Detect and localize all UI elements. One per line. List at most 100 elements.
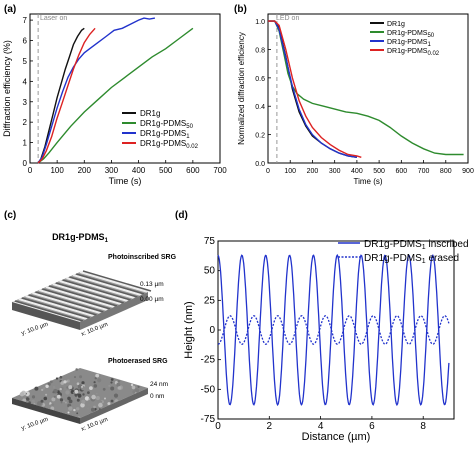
texture-speck <box>45 384 49 388</box>
series-line <box>217 253 450 407</box>
inscribed-scale-bottom: 0.00 µm <box>140 296 164 303</box>
y-tick-label: 0.2 <box>255 133 265 140</box>
texture-speck <box>87 403 91 407</box>
erased-scale-bottom: 0 nm <box>150 393 164 400</box>
texture-speck <box>95 373 100 378</box>
ridge-crest <box>79 270 149 294</box>
texture-speck <box>60 381 65 385</box>
erased-texture <box>19 368 140 419</box>
texture-speck <box>65 390 70 395</box>
legend-label: DR1g-PDMS50 <box>140 119 194 130</box>
erased-label: Photoerased SRG <box>108 358 168 365</box>
erased-surface-base <box>12 368 148 418</box>
texture-speck <box>91 394 96 400</box>
ridge-crest <box>52 282 122 306</box>
texture-speck <box>51 403 55 406</box>
inscribed-ridges <box>11 270 152 324</box>
ridge-valley <box>48 285 118 307</box>
texture-speck <box>76 382 80 386</box>
ridge-crest <box>18 297 88 321</box>
texture-speck <box>35 397 38 400</box>
legend-label: DR1g-PDMS1 inscribed <box>364 239 469 251</box>
erased-side-left <box>12 398 80 424</box>
y-tick-label: 0 <box>209 325 215 336</box>
texture-speck <box>97 400 101 404</box>
x-tick-label: 100 <box>284 168 296 175</box>
y-tick-label: 25 <box>204 295 216 306</box>
ridge-crest <box>25 294 94 318</box>
x-tick-label: 0 <box>28 166 33 175</box>
y-tick-label: 75 <box>204 236 216 247</box>
ridge-crest <box>72 273 142 297</box>
x-tick-label: 800 <box>440 168 452 175</box>
x-tick-label: 8 <box>420 421 426 432</box>
panel-a-letter: (a) <box>4 4 16 15</box>
texture-speck <box>97 378 102 383</box>
ridge-valley <box>82 270 152 292</box>
y-tick-label: -25 <box>201 355 216 366</box>
texture-speck <box>31 399 35 404</box>
texture-speck <box>132 390 136 394</box>
texture-speck <box>76 407 80 411</box>
texture-speck <box>45 393 48 396</box>
texture-speck <box>90 407 95 412</box>
series-line <box>268 20 358 158</box>
texture-speck <box>51 397 56 402</box>
texture-speck <box>108 385 111 387</box>
texture-speck <box>66 380 69 383</box>
legend-label: DR1g-PDMS1 erased <box>364 253 459 265</box>
legend-label: DR1g-PDMS1 <box>140 129 190 140</box>
y-tick-label: 0.4 <box>255 104 265 111</box>
y-tick-label: 3 <box>23 98 28 107</box>
texture-speck <box>33 402 36 405</box>
ridge-valley <box>75 273 145 295</box>
texture-speck <box>52 391 55 394</box>
texture-speck <box>87 398 90 401</box>
ridge-crest <box>38 288 108 312</box>
texture-speck <box>76 412 79 415</box>
texture-speck <box>53 395 56 398</box>
ridge-valley <box>35 291 104 313</box>
inscribed-side-right <box>80 292 148 330</box>
panel-c-afm: DR1g-PDMS1 Photoinscribed SRG 0.13 µm 0.… <box>11 232 177 433</box>
ridge-crest <box>32 291 101 315</box>
x-tick-label: 100 <box>50 166 64 175</box>
series-line <box>217 315 450 345</box>
x-tick-label: 300 <box>105 166 119 175</box>
panel-d-letter: (d) <box>175 210 188 221</box>
panel-d-chart: 0 2 4 6 8 -75 -50 -25 0 25 50 75 Distance (µm) Height… <box>183 236 469 443</box>
legend-label: DR1g <box>140 109 160 118</box>
erased-scale-top: 24 nm <box>150 381 168 388</box>
panel-a-chart: Laser on 0 100 200 300 400 500 600 700 0 1 2 3 4 5 6 7 T… <box>2 13 227 186</box>
texture-speck <box>40 399 44 403</box>
x-tick-label: 200 <box>307 168 319 175</box>
texture-speck <box>113 393 119 398</box>
x-tick-label: 2 <box>267 421 273 432</box>
texture-speck <box>43 396 48 401</box>
x-tick-label: 400 <box>132 166 146 175</box>
x-tick-label: 600 <box>395 168 407 175</box>
x-tick-label: 4 <box>318 421 324 432</box>
texture-speck <box>102 387 106 391</box>
inscribed-surface <box>11 270 152 330</box>
texture-speck <box>100 400 103 403</box>
texture-speck <box>104 397 106 400</box>
texture-speck <box>59 398 64 402</box>
texture-speck <box>79 375 83 379</box>
texture-speck <box>81 381 85 385</box>
texture-speck <box>19 392 25 397</box>
y-tick-label: 7 <box>23 16 28 25</box>
texture-speck <box>130 383 134 387</box>
y-axis-label: Normalized diffraction efficiency <box>237 32 246 145</box>
texture-speck <box>66 386 69 389</box>
texture-speck <box>50 406 55 411</box>
texture-speck <box>134 388 140 393</box>
texture-speck <box>110 399 114 403</box>
texture-speck <box>56 394 61 399</box>
plot-frame <box>29 13 221 164</box>
ridge-valley <box>28 294 97 316</box>
y-tick-label: 0.8 <box>255 47 265 54</box>
texture-speck <box>94 377 98 380</box>
inscribed-label: Photoinscribed SRG <box>108 254 177 261</box>
legend-label: DR1g-PDMS0.02 <box>387 48 440 57</box>
